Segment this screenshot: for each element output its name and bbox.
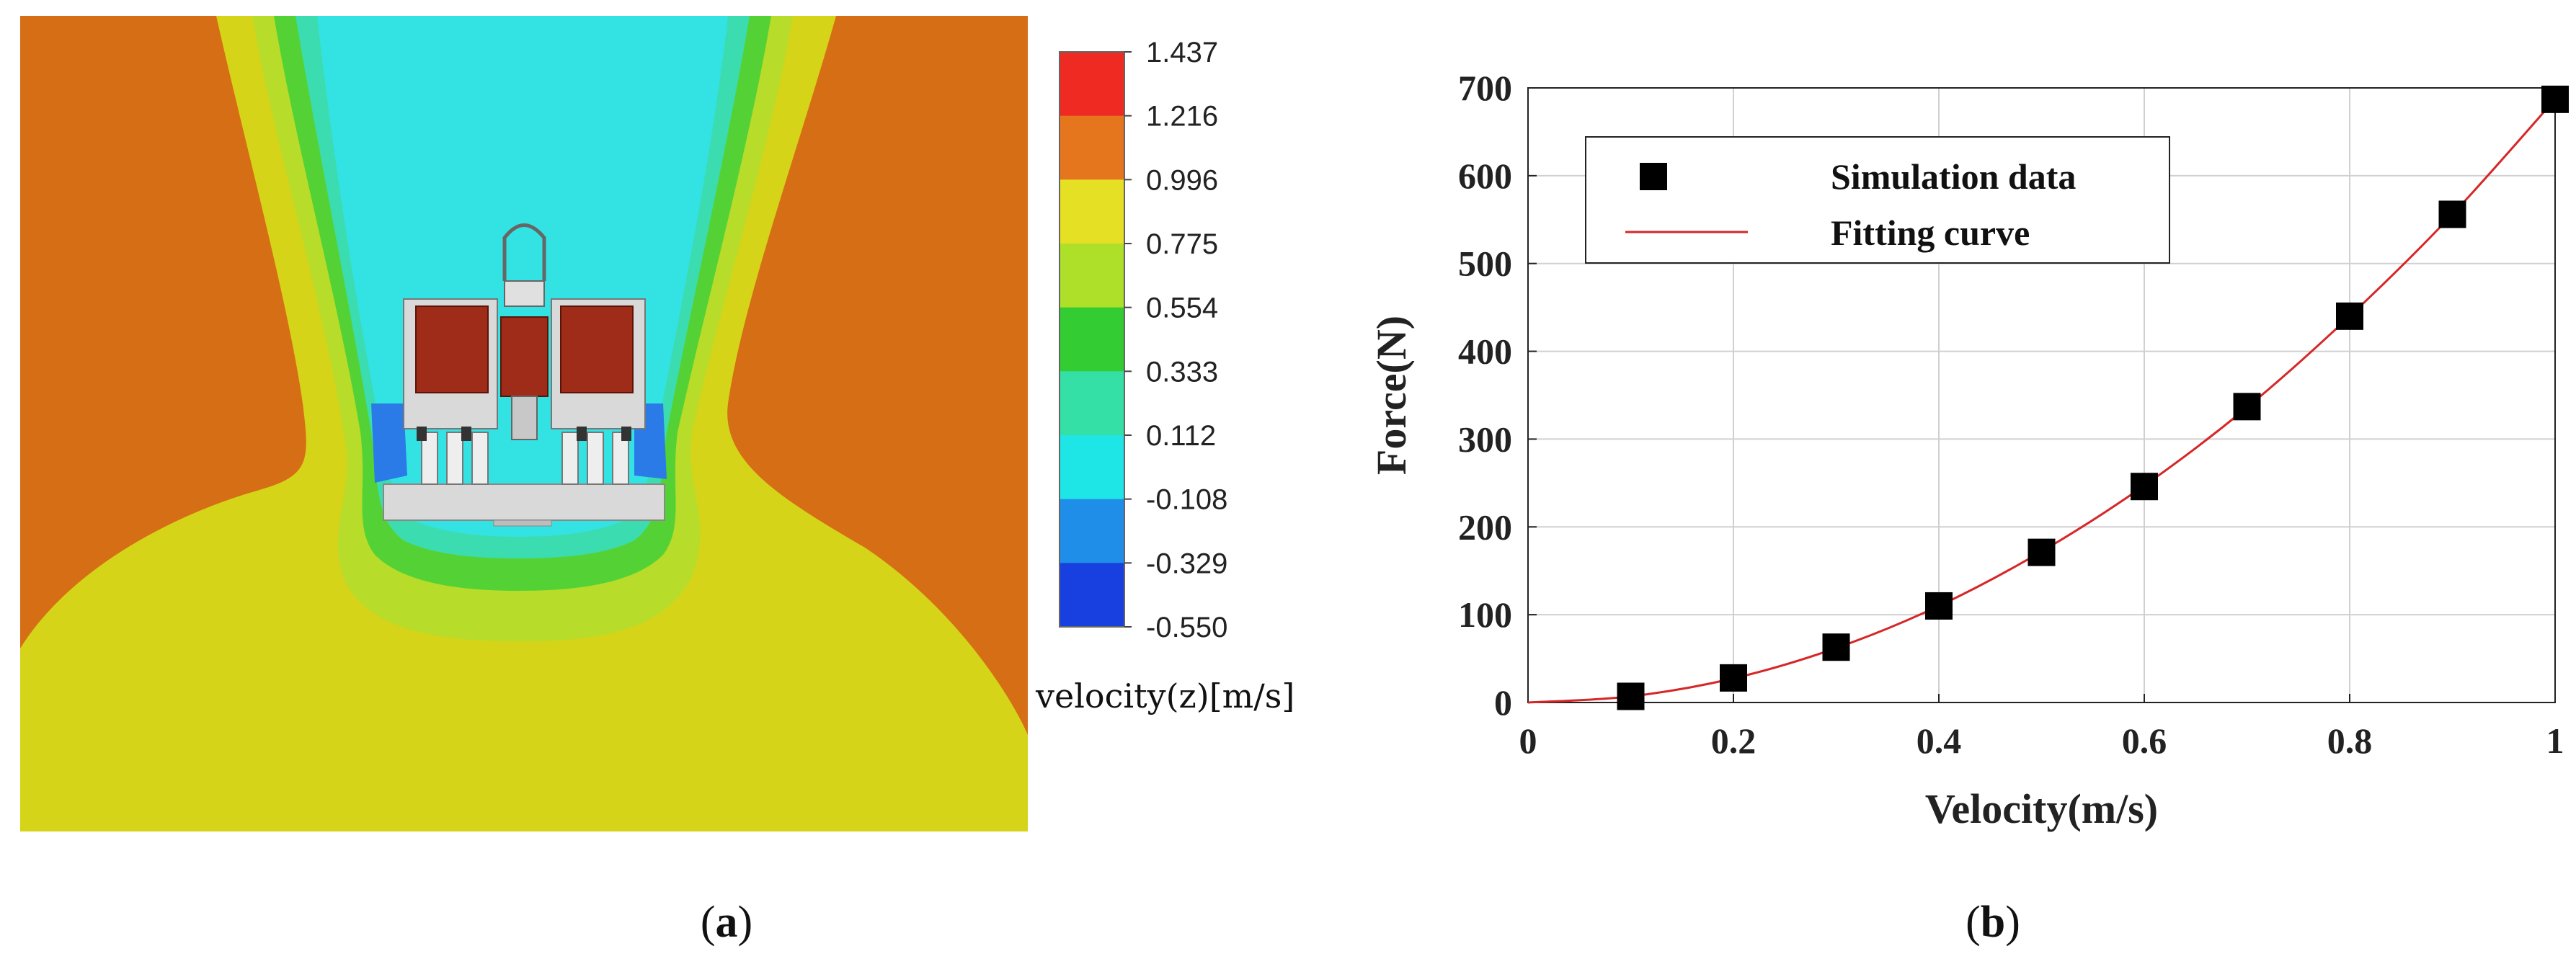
legend-label-fitting: Fitting curve	[1831, 213, 2030, 253]
field-blue-left	[371, 403, 407, 483]
device-shaft	[511, 396, 538, 440]
data-point-marker	[1617, 682, 1645, 710]
device-model	[383, 223, 665, 527]
colorbar-segment	[1060, 435, 1124, 500]
y-axis-ticks: 0 100 200 300 400 500 600 700	[1458, 68, 1537, 723]
plot-area-frame	[1527, 87, 2556, 703]
legend-label-simulation: Simulation data	[1831, 156, 2076, 197]
x-tick-label: 0.6	[2122, 721, 2167, 761]
y-tick-label: 100	[1458, 594, 1512, 635]
colorbar-tick-label: 1.216	[1146, 101, 1218, 133]
colorbar-tick-label: 0.775	[1146, 228, 1218, 260]
colorbar-segment	[1060, 499, 1124, 563]
colorbar-tick-label: 1.437	[1146, 37, 1218, 68]
data-point-marker	[1720, 664, 1747, 692]
legend-box	[1585, 136, 2170, 264]
y-tick-label: 500	[1458, 244, 1512, 284]
y-tick-label: 600	[1458, 156, 1512, 196]
colorbar-tick-label: -0.108	[1146, 484, 1227, 516]
data-point-marker	[2438, 200, 2466, 228]
x-tick-label: 0.4	[1917, 721, 1962, 761]
velocity-colorbar: 1.437 1.216 0.996 0.775 0.554 0.333 0.112 -0.10…	[1059, 37, 1227, 643]
device-core-right	[560, 305, 634, 393]
caption-b: (b)	[1966, 898, 2020, 947]
device-legs	[421, 432, 629, 485]
x-tick-label: 0.2	[1711, 721, 1756, 761]
colorbar-segment	[1060, 52, 1124, 117]
x-axis-label: Velocity(m/s)	[1925, 785, 2158, 832]
colorbar-frame	[1059, 51, 1125, 628]
data-point-marker	[2336, 302, 2363, 330]
caption-a: (a)	[701, 898, 752, 947]
device-core-left	[415, 305, 489, 393]
device-handle	[502, 223, 546, 281]
colorbar-segment	[1060, 115, 1124, 180]
colorbar-segment	[1060, 244, 1124, 308]
y-tick-label: 400	[1458, 331, 1512, 372]
colorbar-label: velocity(z)[m/s]	[1035, 677, 1294, 715]
colorbar-tick-label: -0.550	[1146, 612, 1227, 643]
chart-legend: Simulation data Fitting curve	[1585, 136, 2170, 264]
panel-b-force-velocity-chart: 0 100 200 300 400 500 600 700 0 0.2 0.4 0.6 0.8 1 Fo…	[1368, 68, 2569, 947]
colorbar-segment	[1060, 371, 1124, 436]
data-point-marker	[2541, 85, 2569, 113]
colorbar-tick-label: 0.333	[1146, 356, 1218, 388]
colorbar-segment	[1060, 307, 1124, 372]
device-clamps	[417, 427, 631, 441]
panel-a-velocity-contour: 1.437 1.216 0.996 0.775 0.554 0.333 0.112 -0.10…	[20, 16, 1294, 947]
data-point-marker	[2131, 473, 2158, 501]
y-tick-label: 300	[1458, 419, 1512, 459]
simulation-data-markers	[1617, 85, 2569, 710]
device-core-center	[500, 316, 548, 397]
device-base	[383, 483, 665, 521]
data-point-marker	[1925, 592, 1953, 620]
data-point-marker	[1822, 633, 1850, 661]
colorbar-tick-label: 0.554	[1146, 293, 1218, 324]
colorbar-segment	[1060, 563, 1124, 628]
y-axis-label: Force(N)	[1368, 316, 1415, 475]
x-axis-ticks: 0 0.2 0.4 0.6 0.8 1	[1519, 694, 2564, 761]
colorbar-segment	[1060, 179, 1124, 244]
x-tick-label: 0	[1519, 721, 1537, 761]
x-tick-label: 1	[2546, 721, 2564, 761]
y-tick-label: 700	[1458, 68, 1512, 108]
x-tick-label: 0.8	[2327, 721, 2373, 761]
legend-marker-square	[1640, 163, 1667, 190]
fitting-curve-line	[1527, 98, 2557, 704]
colorbar-tick-label: 0.996	[1146, 164, 1218, 196]
colorbar-tick-label: -0.329	[1146, 548, 1227, 579]
device-base-plate	[493, 519, 552, 527]
device-cap	[504, 280, 545, 307]
data-point-marker	[2028, 538, 2056, 566]
colorbar-tick-label: 0.112	[1146, 420, 1216, 452]
y-tick-label: 200	[1458, 507, 1512, 547]
data-point-marker	[2233, 393, 2261, 421]
y-tick-label: 0	[1494, 682, 1512, 723]
